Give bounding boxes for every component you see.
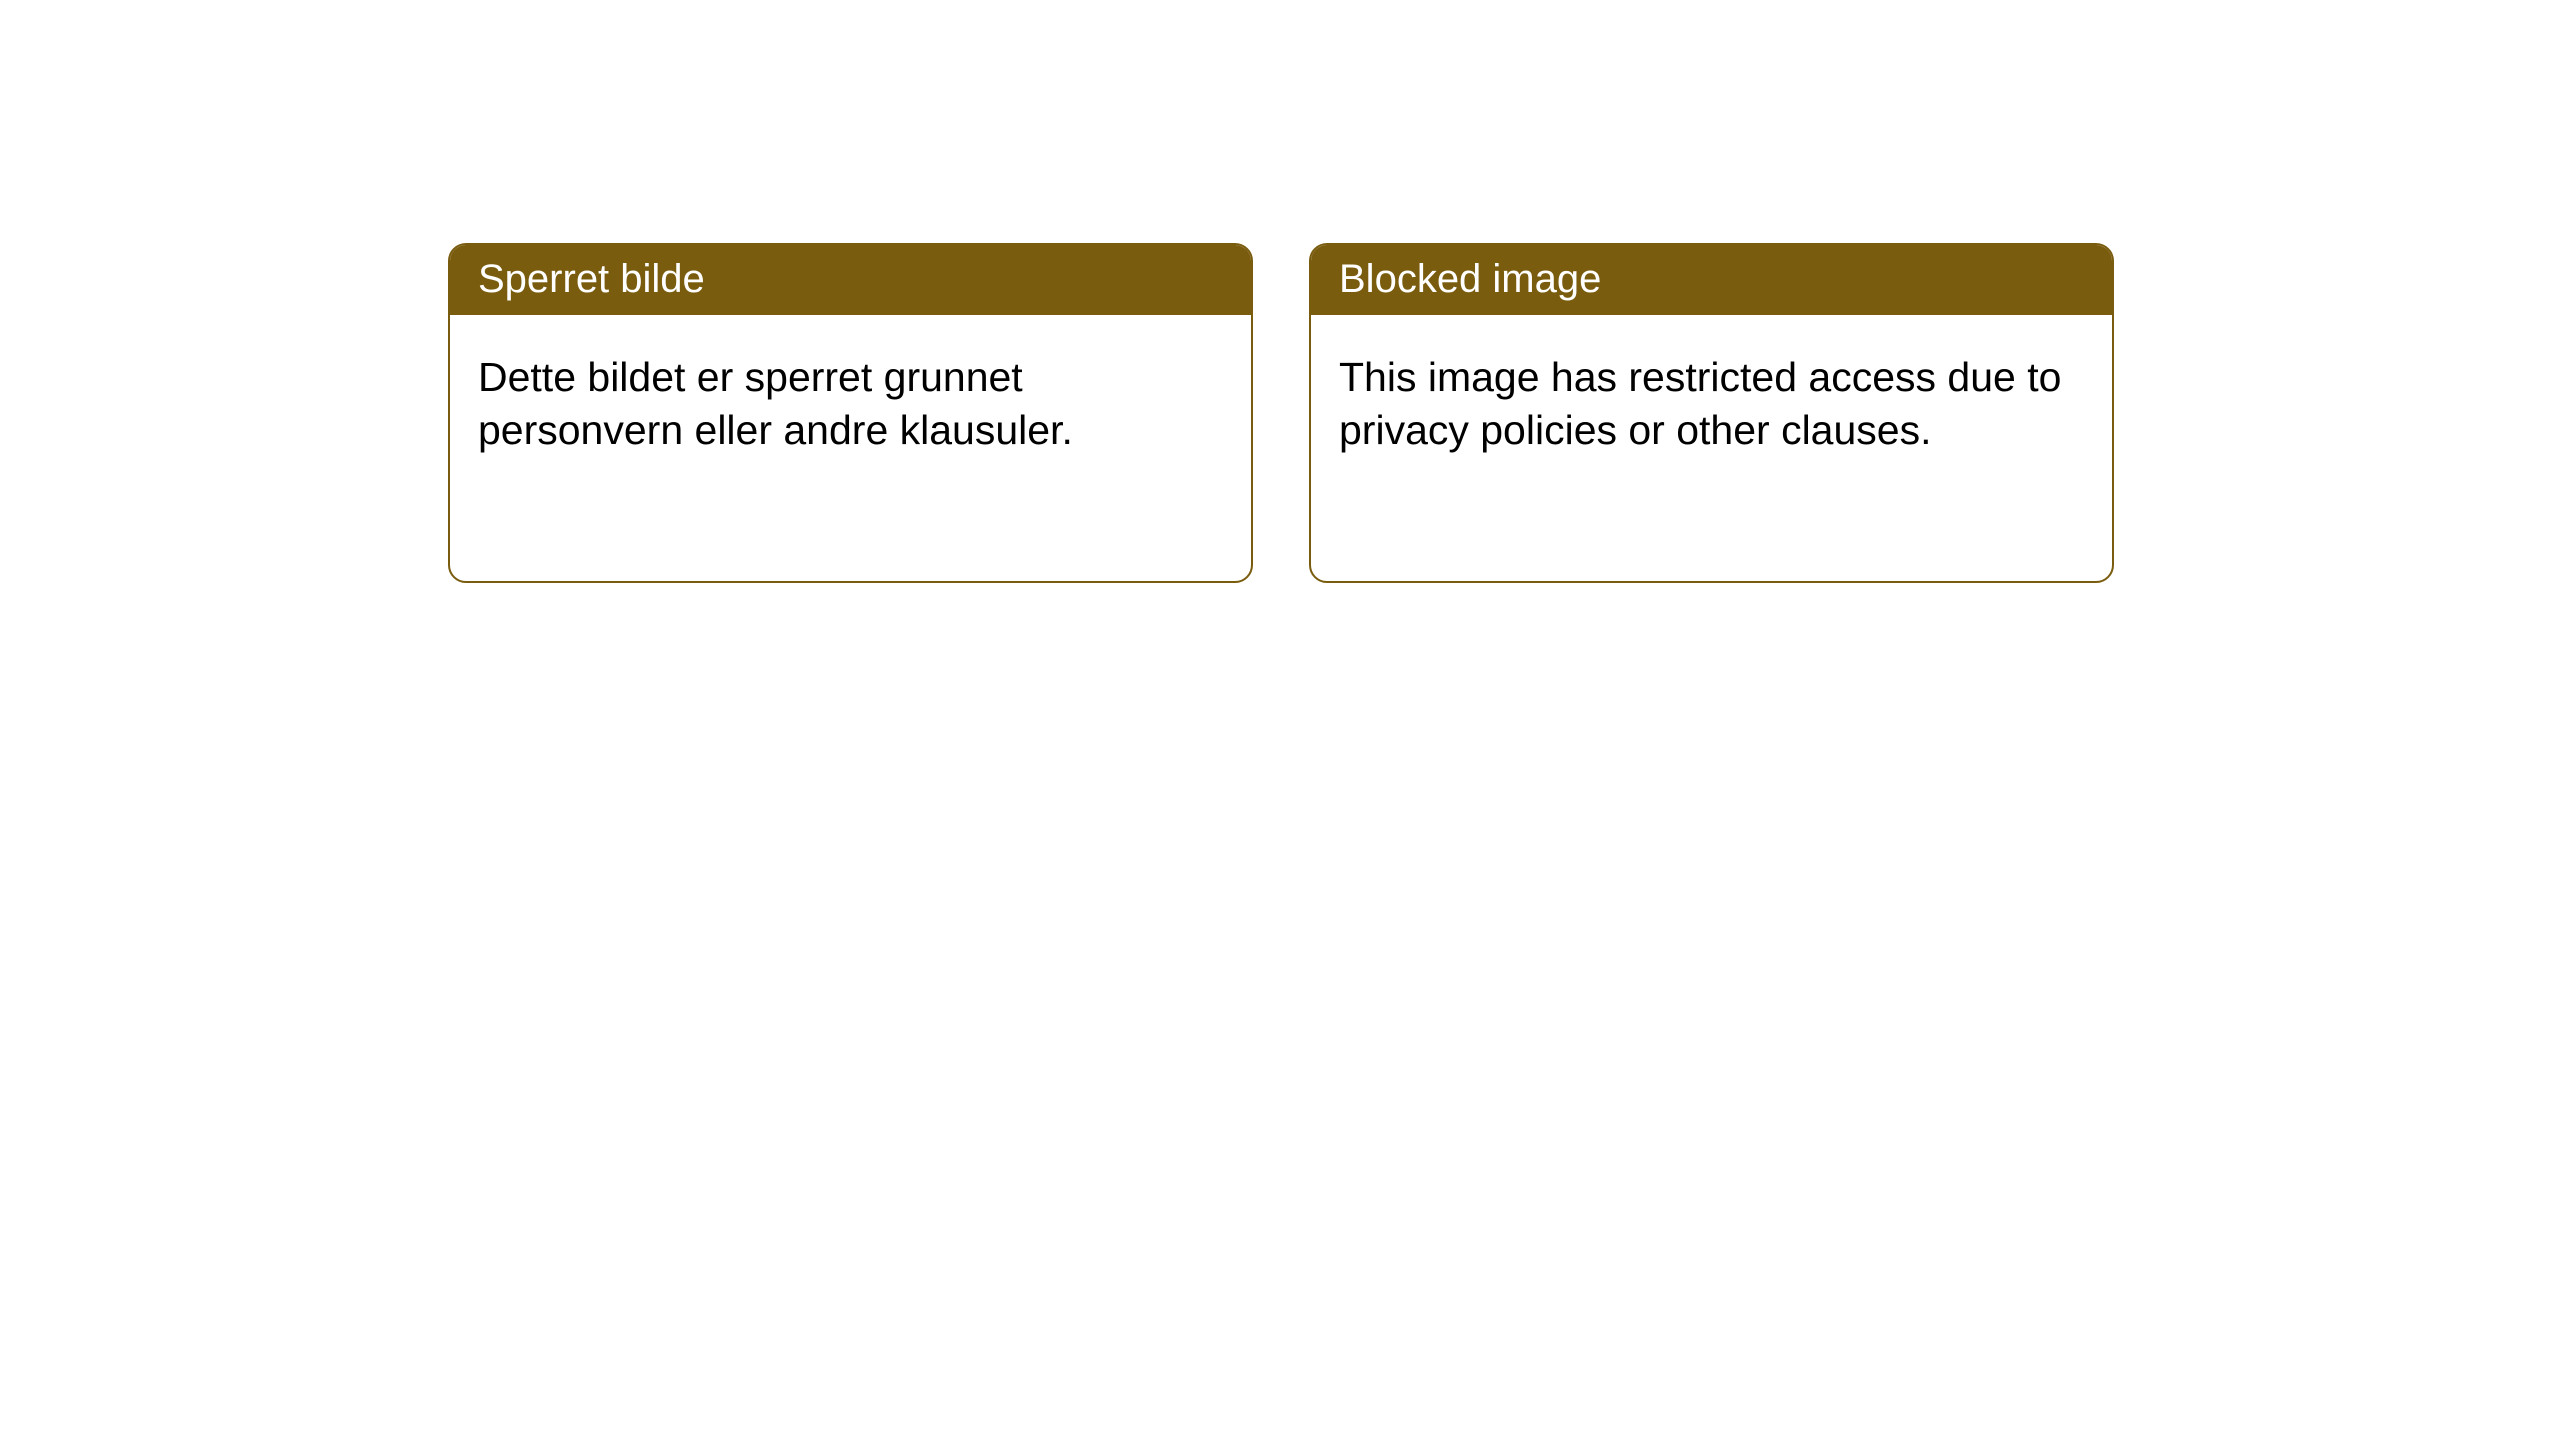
notice-header: Blocked image bbox=[1311, 245, 2112, 315]
notice-body: This image has restricted access due to … bbox=[1311, 315, 2112, 494]
notice-header: Sperret bilde bbox=[450, 245, 1251, 315]
notice-card-norwegian: Sperret bilde Dette bildet er sperret gr… bbox=[448, 243, 1253, 583]
notice-container: Sperret bilde Dette bildet er sperret gr… bbox=[448, 243, 2114, 583]
notice-card-english: Blocked image This image has restricted … bbox=[1309, 243, 2114, 583]
notice-body: Dette bildet er sperret grunnet personve… bbox=[450, 315, 1251, 494]
